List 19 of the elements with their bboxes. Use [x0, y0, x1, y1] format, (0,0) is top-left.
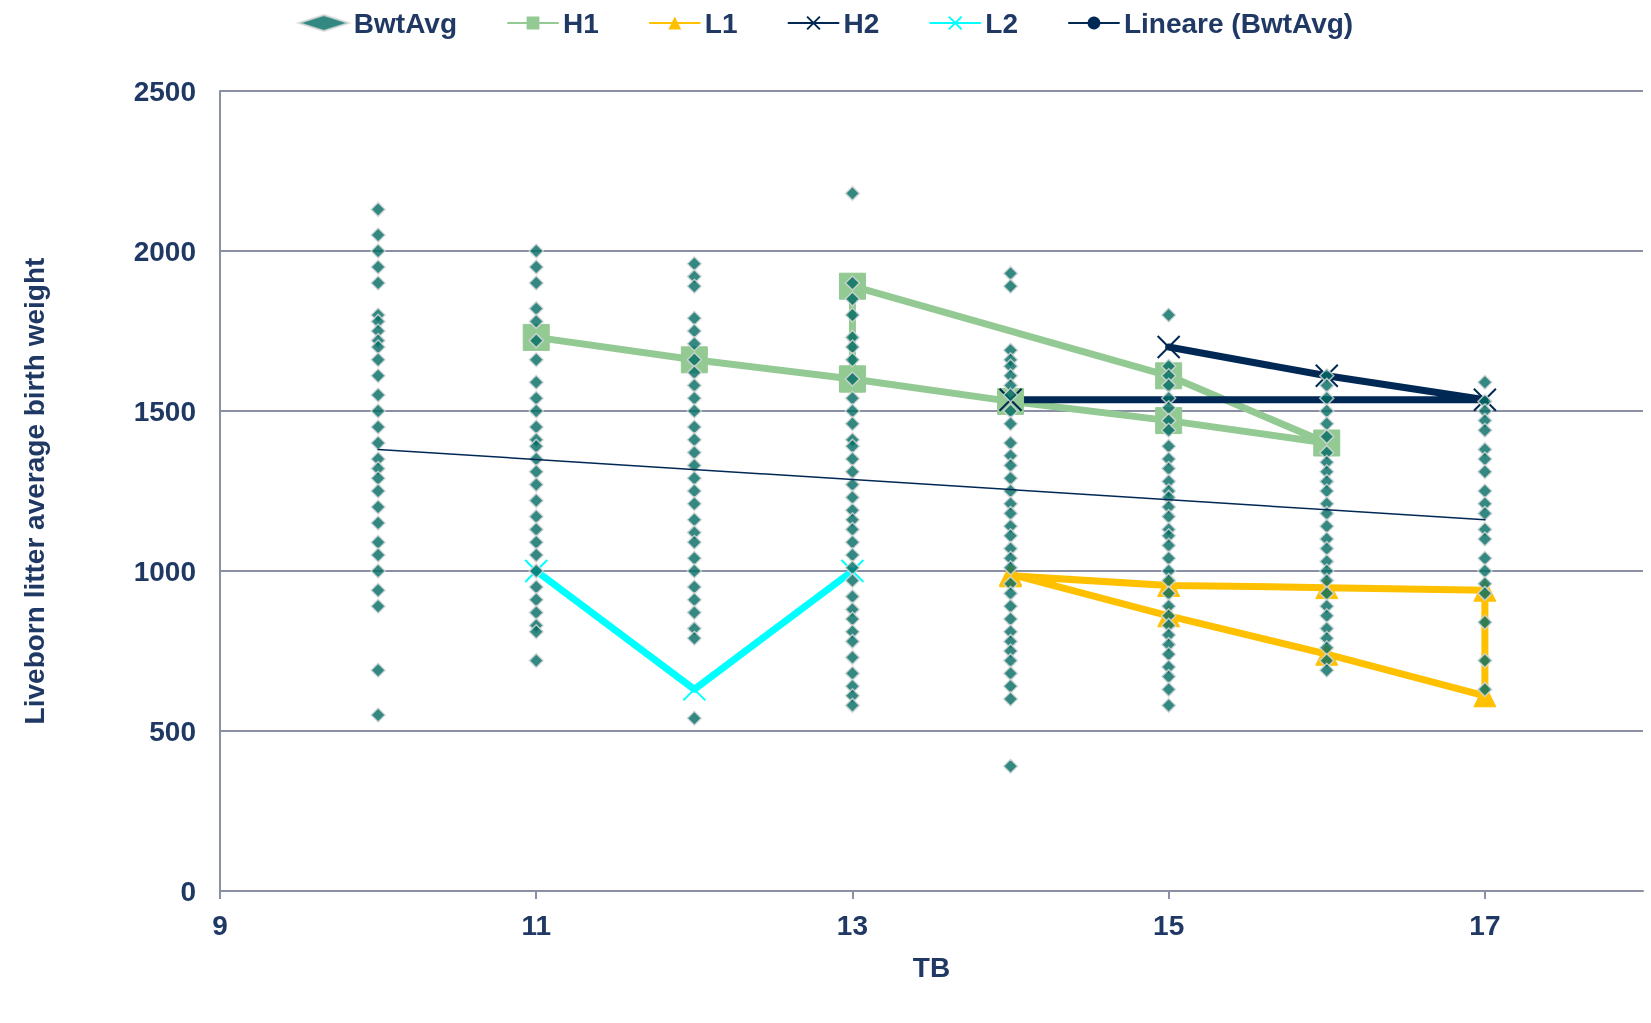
legend-label: L2: [985, 7, 1018, 39]
legend-label: BwtAvg: [353, 7, 458, 39]
y-tick-label: 500: [149, 715, 196, 747]
legend-label: H1: [563, 7, 599, 39]
legend-label: H2: [843, 7, 880, 39]
y-tick-label: 2000: [133, 235, 196, 267]
legend-label: L1: [704, 7, 738, 39]
y-axis-title: Liveborn litter average birth weight: [18, 257, 50, 725]
y-tick-label: 1500: [133, 395, 196, 427]
x-tick-label: 13: [836, 909, 869, 941]
y-tick-label: 0: [180, 875, 196, 907]
y-tick-label: 1000: [133, 555, 196, 587]
x-axis-title: TB: [912, 951, 951, 983]
x-tick-label: 15: [1153, 909, 1185, 941]
x-tick-label: 9: [212, 909, 228, 941]
x-tick-label: 17: [1469, 909, 1501, 941]
legend-label: Lineare (BwtAvg): [1123, 7, 1354, 39]
x-tick-label: 11: [521, 909, 552, 941]
y-tick-label: 2500: [133, 75, 196, 107]
